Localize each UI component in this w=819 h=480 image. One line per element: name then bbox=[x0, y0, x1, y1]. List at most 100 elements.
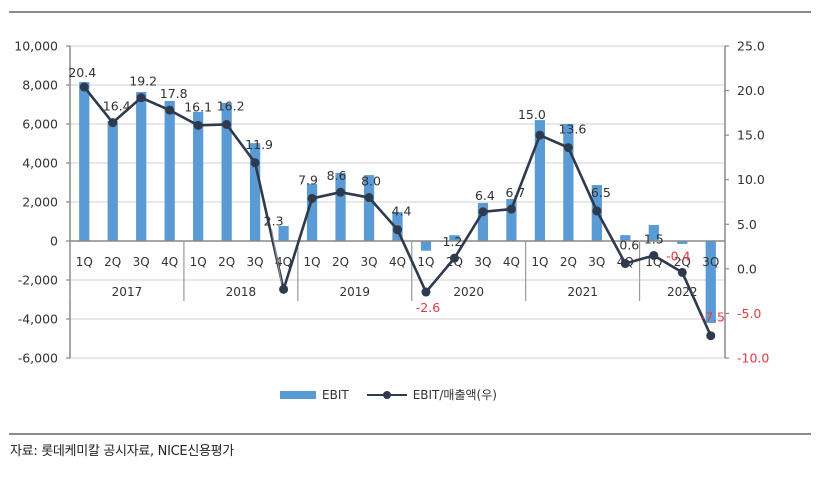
bar bbox=[420, 241, 432, 251]
line-marker bbox=[393, 225, 402, 235]
line-marker bbox=[165, 105, 175, 115]
right-axis-tick-label: 20.0 bbox=[737, 83, 765, 98]
bar bbox=[449, 235, 460, 241]
x-axis-year-label: 2021 bbox=[567, 285, 598, 299]
x-axis-quarter-label: 3Q bbox=[247, 255, 264, 269]
x-axis-quarter-label: 1Q bbox=[531, 255, 548, 269]
x-axis-labels: 1Q2Q3Q4Q1Q2Q3Q4Q1Q2Q3Q4Q1Q2Q3Q4Q1Q2Q3Q4Q… bbox=[69, 241, 719, 301]
data-label: 19.2 bbox=[129, 74, 157, 89]
line-marker bbox=[677, 267, 687, 277]
bar bbox=[136, 92, 147, 242]
x-axis-quarter-label: 2Q bbox=[674, 255, 691, 269]
x-axis-quarter-label: 2Q bbox=[218, 255, 235, 269]
x-axis-year-label: 2019 bbox=[340, 285, 371, 299]
data-label: 11.9 bbox=[245, 137, 273, 152]
bar bbox=[249, 143, 261, 241]
data-label: 7.9 bbox=[298, 172, 318, 187]
line-marker bbox=[649, 250, 659, 260]
data-label: -7.5 bbox=[701, 310, 725, 325]
data-label: 6.5 bbox=[591, 185, 611, 200]
x-axis-year-label: 2017 bbox=[112, 285, 143, 299]
data-label: 17.8 bbox=[160, 86, 188, 101]
legend-item-ebit: EBIT bbox=[280, 388, 349, 402]
data-label: 16.2 bbox=[217, 98, 245, 113]
data-label: 1.5 bbox=[644, 231, 664, 246]
bar bbox=[677, 241, 688, 244]
bar bbox=[221, 102, 232, 241]
line-marker bbox=[136, 93, 146, 103]
data-labels: 20.4 16.4 19.217.816.1 16.2 11.9 2.3 7.9 8.6 8.0… bbox=[68, 65, 725, 325]
data-label: 13.6 bbox=[558, 122, 586, 137]
line-marker bbox=[193, 120, 203, 130]
legend-bar-swatch bbox=[280, 390, 316, 399]
data-label: 6.4 bbox=[475, 188, 495, 203]
data-label: -2.6 bbox=[416, 300, 440, 315]
data-label: 2.3 bbox=[264, 213, 284, 228]
bar bbox=[705, 241, 716, 323]
x-axis-quarter-label: 2Q bbox=[104, 255, 121, 269]
right-axis-tick-label: 10.0 bbox=[737, 172, 765, 187]
x-axis-quarter-label: 3Q bbox=[133, 255, 150, 269]
bar bbox=[620, 235, 631, 241]
x-axis-quarter-label: 3Q bbox=[588, 255, 605, 269]
legend-line-marker-icon bbox=[366, 390, 407, 400]
data-label: 8.6 bbox=[327, 168, 347, 183]
x-axis-quarter-label: 1Q bbox=[76, 255, 93, 269]
x-axis-quarter-label: 3Q bbox=[474, 255, 491, 269]
line-series-ebit-margin bbox=[79, 82, 716, 341]
left-axis-tick-label: 8,000 bbox=[22, 78, 58, 93]
x-axis-year-label: 2018 bbox=[226, 285, 257, 299]
right-axis-tick-label: 0.0 bbox=[737, 261, 757, 276]
right-axis-tick-label: 5.0 bbox=[737, 217, 757, 232]
bar bbox=[278, 225, 289, 241]
data-label: -0.4 bbox=[666, 248, 690, 263]
left-axis-tick-labels: 10,000 8,000 6,000 4,000 2,000 0 -2,000 -4,000 -… bbox=[14, 39, 58, 366]
x-axis-quarter-label: 1Q bbox=[190, 255, 207, 269]
data-label: 6.7 bbox=[505, 185, 525, 200]
data-label: 20.4 bbox=[68, 65, 96, 80]
left-axis-tick-label: 4,000 bbox=[22, 156, 58, 171]
right-axis-tick-label: -5.0 bbox=[737, 306, 761, 321]
bar bbox=[648, 225, 659, 241]
x-axis-quarter-label: 2Q bbox=[332, 255, 349, 269]
x-axis-quarter-label: 4Q bbox=[503, 255, 520, 269]
bar bbox=[534, 120, 546, 241]
data-label: 16.4 bbox=[103, 99, 131, 114]
bar bbox=[506, 199, 517, 241]
source-note: 자료: 롯데케미칼 공시자료, NICE신용평가 bbox=[10, 444, 234, 459]
axes bbox=[66, 45, 729, 359]
data-label-leader-line bbox=[271, 229, 283, 284]
line-marker bbox=[307, 193, 317, 203]
bar bbox=[306, 184, 318, 241]
data-label: 16.1 bbox=[184, 99, 212, 114]
x-axis-quarter-label: 4Q bbox=[389, 255, 406, 269]
data-label: 15.0 bbox=[518, 107, 546, 122]
right-axis-tick-label: 25.0 bbox=[737, 39, 765, 54]
left-axis-tick-label: 2,000 bbox=[22, 195, 58, 210]
line-marker bbox=[592, 206, 602, 216]
line-marker bbox=[108, 118, 118, 128]
x-axis-quarter-label: 4Q bbox=[161, 255, 178, 269]
data-label: 1.2 bbox=[443, 234, 463, 249]
line-marker bbox=[706, 331, 716, 341]
line-marker bbox=[421, 287, 431, 297]
line-marker bbox=[250, 158, 260, 168]
left-axis-tick-label: -2,000 bbox=[18, 273, 58, 288]
line-marker bbox=[449, 253, 459, 263]
x-axis-quarter-label: 3Q bbox=[702, 255, 719, 269]
left-axis-tick-label: 6,000 bbox=[22, 117, 58, 132]
bar bbox=[164, 100, 175, 242]
gridlines bbox=[70, 45, 725, 359]
legend-label-ebit: EBIT bbox=[322, 387, 349, 402]
data-label: 8.0 bbox=[361, 174, 381, 189]
line-marker bbox=[506, 204, 516, 214]
line-marker bbox=[478, 207, 488, 217]
line-marker bbox=[79, 82, 89, 92]
x-axis-quarter-label: 1Q bbox=[304, 255, 321, 269]
bottom-rule bbox=[9, 433, 811, 435]
line-marker bbox=[279, 284, 289, 294]
line-marker bbox=[563, 143, 573, 153]
chart: 10,000 8,000 6,000 4,000 2,000 0 -2,000 -4,000 -… bbox=[14, 39, 769, 366]
line-marker bbox=[222, 119, 232, 129]
x-axis-quarter-label: 1Q bbox=[417, 255, 434, 269]
